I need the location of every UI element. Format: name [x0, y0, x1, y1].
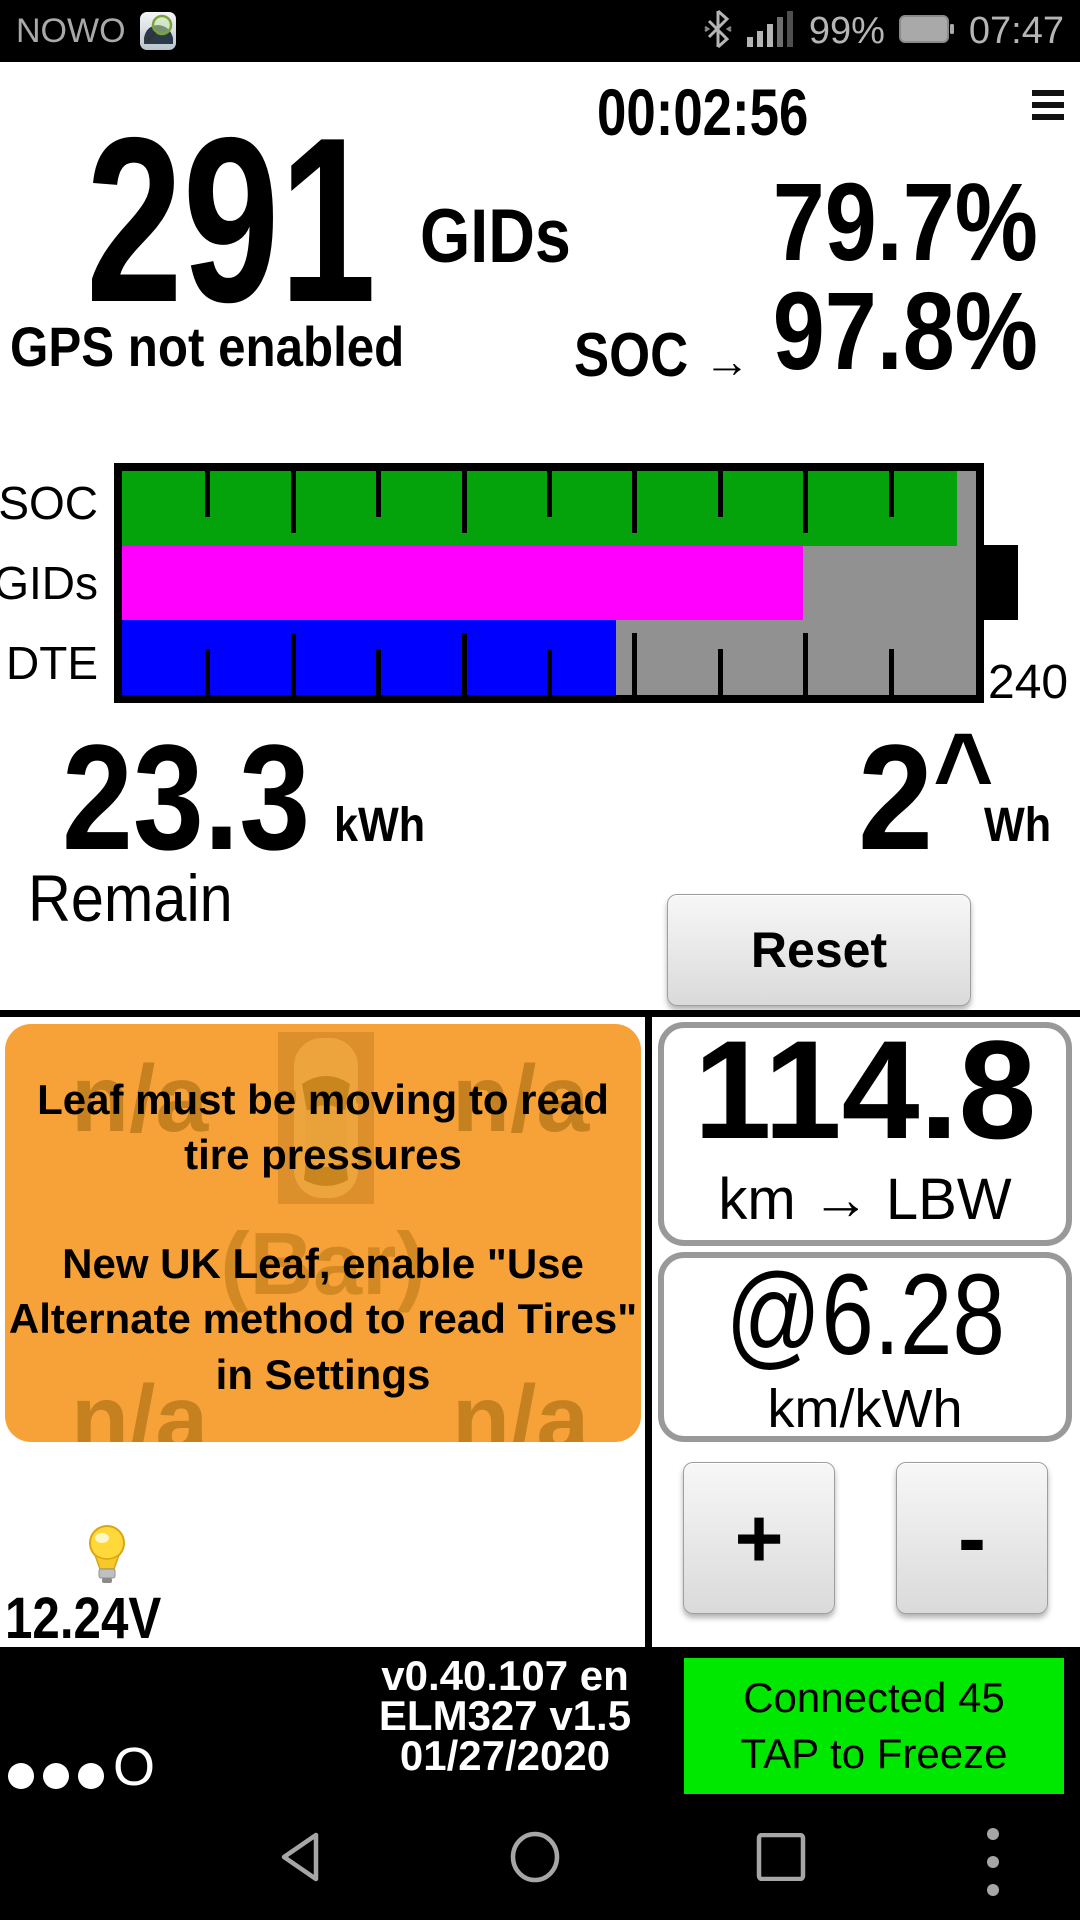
gids-value: 291 [86, 88, 377, 351]
aux-battery-voltage: 12.24V [5, 1586, 162, 1651]
car-top-view-image [278, 1032, 374, 1204]
nav-more-button[interactable] [986, 1826, 1000, 1903]
gps-status: GPS not enabled [10, 315, 405, 378]
soc-row-label: SOC [0, 477, 98, 529]
trip-timer: 00:02:56 [597, 75, 809, 149]
battery-gauge [114, 463, 984, 703]
tire-warning-message: Leaf must be moving to read tire pressur… [37, 1076, 609, 1179]
dte-bar-fill [122, 620, 616, 696]
dte-row-label: DTE [6, 637, 98, 689]
energy-rate-value: 2^ [858, 710, 994, 881]
vertical-divider [645, 1010, 652, 1650]
status-bar: NOWO [0, 0, 1080, 62]
battery-icon [898, 14, 955, 49]
capacity-percent: 79.7% [772, 161, 1038, 284]
nav-recents-button[interactable] [756, 1832, 806, 1886]
battery-scale-max: 240 [988, 656, 1069, 709]
efficiency-value: @6.28 [725, 1251, 1005, 1379]
page-dot [8, 1763, 34, 1789]
gids-bar-fill [122, 545, 803, 621]
tire-settings-hint: New UK Leaf, enable "Use Alternate metho… [8, 1240, 638, 1398]
bluetooth-icon [703, 8, 733, 55]
nav-back-button[interactable] [276, 1830, 328, 1889]
reset-button[interactable]: Reset [667, 894, 971, 1006]
energy-remaining-label: Remain [28, 861, 233, 935]
range-value: 114.8 [693, 1011, 1037, 1168]
soc-bar [122, 471, 976, 546]
gids-row-label: GIDs [0, 557, 98, 609]
range-unit: km → LBW [718, 1167, 1012, 1232]
version-info: v0.40.107 en ELM327 v1.5 01/27/2020 [378, 1652, 632, 1779]
lightbulb-icon [85, 1522, 129, 1591]
efficiency-box[interactable]: @6.28 km/kWh [658, 1252, 1072, 1442]
soc-value: 97.8% [772, 270, 1038, 393]
battery-chart-row-labels: SOC GIDs DTE [0, 463, 104, 703]
connection-status-button[interactable]: Connected 45 TAP to Freeze [684, 1658, 1064, 1794]
range-to-lbw-box[interactable]: 114.8 km → LBW [658, 1011, 1072, 1246]
efficiency-plus-button[interactable]: + [683, 1462, 835, 1614]
clock-label: 07:47 [968, 9, 1064, 52]
soc-arrow-icon: → [704, 335, 750, 387]
tire-pressure-front-right: n/a [452, 1046, 590, 1152]
nav-home-button[interactable] [509, 1831, 561, 1888]
battery-percent-label: 99% [808, 9, 885, 52]
carrier-label: NOWO [16, 11, 126, 50]
signal-strength-icon [746, 9, 795, 54]
tire-pressure-unit: (Bar) [220, 1214, 426, 1313]
battery-terminal-nub [984, 545, 1018, 620]
menu-icon[interactable] [1032, 90, 1064, 120]
page-dot [43, 1763, 69, 1789]
efficiency-minus-button[interactable]: - [896, 1462, 1048, 1614]
page-dot [78, 1763, 104, 1789]
horizontal-divider [0, 1010, 1080, 1017]
up-caret-icon: ^ [933, 710, 994, 838]
soc-label: SOC [574, 321, 689, 390]
gids-bar [122, 545, 976, 621]
page-indicator[interactable]: O [8, 1740, 155, 1794]
tire-pressure-rear-right: n/a [452, 1366, 590, 1443]
tire-pressure-front-left: n/a [71, 1046, 209, 1152]
tire-pressure-rear-left: n/a [71, 1366, 209, 1443]
energy-rate-unit: Wh [984, 799, 1052, 852]
efficiency-unit: km/kWh [767, 1379, 963, 1439]
gids-unit-label: GIDs [420, 194, 571, 279]
dte-bar [122, 620, 976, 696]
tire-pressure-panel: n/a n/a n/a n/a (Bar) Leaf must be movin… [5, 1024, 641, 1442]
soc-bar-fill [122, 471, 958, 546]
page-dot-current: O [113, 1737, 156, 1797]
leafspy-app-icon [139, 12, 176, 50]
energy-remaining-unit: kWh [334, 799, 426, 852]
energy-remaining-value: 23.3 [62, 713, 311, 881]
